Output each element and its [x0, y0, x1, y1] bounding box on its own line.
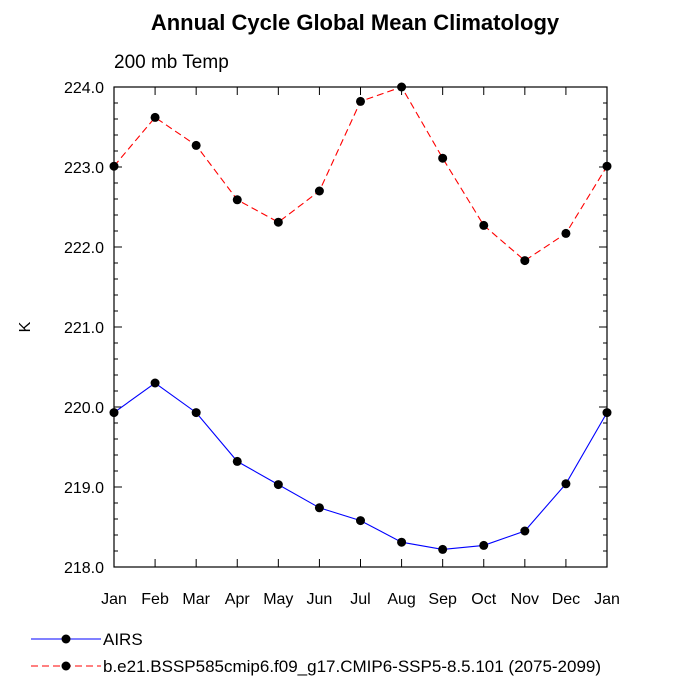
data-point: [314, 186, 324, 196]
data-point: [232, 456, 242, 466]
data-point: [314, 503, 324, 513]
legend: AIRS b.e21.BSSP585cmip6.f09_g17.CMIP6-SSP…: [31, 630, 601, 676]
data-point: [273, 480, 283, 490]
data-point: [520, 526, 530, 536]
data-point: [602, 408, 612, 418]
data-point: [397, 82, 407, 92]
legend-label: b.e21.BSSP585cmip6.f09_g17.CMIP6-SSP5-8.…: [103, 657, 601, 676]
data-point: [520, 256, 530, 266]
x-tick-label: Jul: [350, 591, 370, 608]
x-tick-label: May: [263, 591, 293, 608]
y-tick-label: 223.0: [64, 160, 104, 177]
x-tick-label: Oct: [471, 591, 496, 608]
data-point: [602, 161, 612, 171]
y-tick-label: 218.0: [64, 560, 104, 577]
y-tick-label: 224.0: [64, 80, 104, 97]
legend-marker: [61, 634, 71, 644]
data-point: [273, 217, 283, 227]
y-tick-label: 222.0: [64, 240, 104, 257]
legend-label: AIRS: [103, 630, 143, 649]
series-0: [109, 378, 612, 554]
data-point: [191, 140, 201, 150]
data-point: [438, 544, 448, 554]
data-point: [397, 537, 407, 547]
data-point: [479, 220, 489, 230]
legend-marker: [61, 661, 71, 671]
data-point: [191, 408, 201, 418]
data-point: [150, 112, 160, 122]
data-point: [150, 378, 160, 388]
data-point: [438, 153, 448, 163]
y-axis-label: K: [17, 321, 34, 332]
x-tick-label: Mar: [182, 591, 210, 608]
data-point: [356, 516, 365, 526]
data-point: [232, 195, 242, 205]
data-point: [561, 228, 571, 238]
y-tick-label: 220.0: [64, 400, 104, 417]
x-tick-label: Jan: [101, 591, 127, 608]
data-point: [479, 540, 489, 550]
series-line: [113, 86, 608, 262]
series-1: [109, 82, 612, 266]
data-point: [109, 408, 119, 418]
x-tick-label: Dec: [552, 591, 580, 608]
x-tick-label: Apr: [225, 591, 251, 608]
chart-subtitle: 200 mb Temp: [114, 52, 229, 73]
legend-entry-1: b.e21.BSSP585cmip6.f09_g17.CMIP6-SSP5-8.…: [31, 657, 601, 676]
x-tick-label: Aug: [387, 591, 415, 608]
x-tick-label: Sep: [428, 591, 457, 608]
chart-title: Annual Cycle Global Mean Climatology: [151, 10, 560, 35]
data-point: [356, 96, 365, 106]
x-tick-label: Jun: [307, 591, 333, 608]
data-point: [109, 161, 119, 171]
plot-axes: 218.0 219.0 220.0 221.0 222.0 223.0 224.0 Jan Fe…: [64, 80, 620, 608]
data-point: [561, 479, 571, 489]
y-tick-label: 219.0: [64, 480, 104, 497]
y-tick-label: 221.0: [64, 320, 104, 337]
plot-frame: [113, 86, 608, 568]
legend-entry-0: AIRS: [31, 630, 143, 649]
series-layer: [109, 82, 612, 554]
x-tick-label: Jan: [594, 591, 620, 608]
x-tick-label: Nov: [511, 591, 539, 608]
x-tick-label: Feb: [141, 591, 169, 608]
